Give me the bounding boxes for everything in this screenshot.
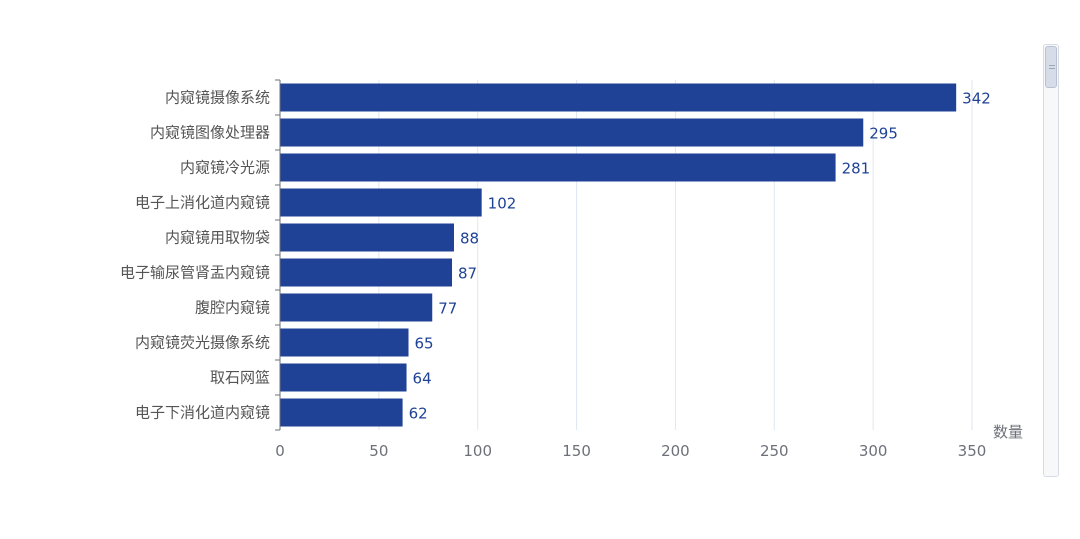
x-tick-label: 50 — [369, 442, 388, 460]
category-label: 内窥镜用取物袋 — [165, 229, 270, 247]
value-label: 64 — [413, 370, 432, 388]
x-tick-label: 350 — [958, 442, 987, 460]
bar[interactable] — [280, 363, 407, 392]
value-label: 65 — [415, 335, 434, 353]
bar[interactable] — [280, 258, 453, 287]
value-label: 77 — [438, 300, 457, 318]
category-label: 电子下消化道内窥镜 — [135, 404, 270, 422]
category-label: 内窥镜冷光源 — [180, 159, 270, 177]
bar[interactable] — [280, 153, 836, 182]
bar[interactable] — [280, 398, 403, 427]
x-axis-name: 数量 — [993, 423, 1023, 441]
bar[interactable] — [280, 223, 454, 252]
x-tick-label: 250 — [760, 442, 789, 460]
value-label: 88 — [460, 230, 479, 248]
category-label: 腹腔内窥镜 — [195, 299, 270, 317]
data-zoom-scrollbar[interactable] — [1043, 44, 1059, 477]
category-label: 内窥镜图像处理器 — [150, 124, 270, 142]
x-tick-label: 100 — [463, 442, 492, 460]
x-tick-label: 150 — [562, 442, 591, 460]
category-label: 电子输尿管肾盂内窥镜 — [120, 264, 270, 282]
bar[interactable] — [280, 293, 433, 322]
x-tick-label: 0 — [275, 442, 285, 460]
bar[interactable] — [280, 188, 482, 217]
value-label: 87 — [458, 265, 477, 283]
value-label: 102 — [488, 195, 517, 213]
bars — [280, 83, 957, 427]
scroll-handle[interactable] — [1045, 46, 1057, 88]
axes — [275, 79, 281, 431]
labels: 0 50 100 150 200 250 300 350 内窥镜摄像系统 342 内窥镜图像处理器 2… — [120, 89, 1023, 461]
category-label: 电子上消化道内窥镜 — [135, 194, 270, 212]
value-label: 62 — [409, 405, 428, 423]
value-label: 281 — [842, 160, 871, 178]
category-label: 内窥镜荧光摄像系统 — [135, 334, 270, 352]
category-label: 取石网篮 — [210, 369, 270, 387]
value-label: 295 — [869, 125, 898, 143]
bar[interactable] — [280, 118, 864, 147]
bar[interactable] — [280, 83, 957, 112]
x-tick-label: 300 — [859, 442, 888, 460]
grip-line — [1049, 65, 1055, 66]
bar[interactable] — [280, 328, 409, 357]
category-label: 内窥镜摄像系统 — [165, 89, 270, 107]
grip-line — [1049, 68, 1055, 69]
x-tick-label: 200 — [661, 442, 690, 460]
value-label: 342 — [962, 90, 991, 108]
